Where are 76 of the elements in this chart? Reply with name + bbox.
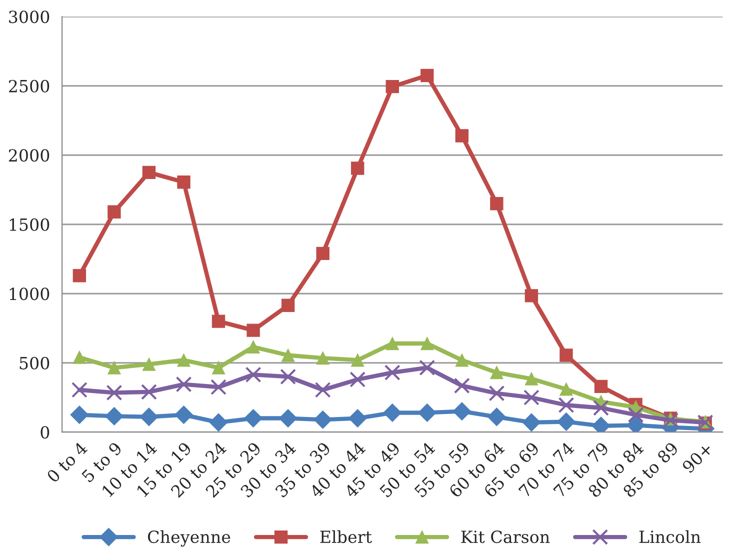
point: [490, 196, 504, 210]
point: [281, 348, 295, 362]
point: [351, 354, 364, 367]
point: [560, 348, 573, 362]
point: [383, 404, 402, 422]
point: [455, 354, 469, 367]
point: [316, 246, 330, 260]
point: [420, 336, 434, 350]
point: [140, 408, 158, 426]
point: [142, 358, 156, 371]
point: [558, 397, 574, 414]
point: [418, 404, 436, 422]
point: [142, 166, 156, 180]
point: [455, 129, 469, 142]
point: [488, 408, 506, 426]
point: [108, 361, 121, 374]
point: [557, 412, 576, 431]
point: [72, 269, 86, 282]
point: [593, 400, 609, 416]
point: [108, 205, 121, 219]
point: [350, 372, 366, 388]
point: [348, 409, 367, 428]
point: [524, 372, 538, 386]
point: [246, 340, 260, 354]
point: [281, 298, 295, 312]
point: [386, 336, 399, 350]
point: [177, 354, 190, 367]
y-tick-label: 0: [40, 426, 50, 439]
point: [384, 364, 400, 381]
x-tick-label: 90+: [681, 442, 714, 474]
point: [210, 379, 227, 396]
point: [278, 409, 298, 428]
legend-label: Kit Carson: [461, 530, 550, 544]
y-tick-label: 2000: [8, 149, 50, 162]
point: [314, 410, 332, 429]
point: [244, 409, 262, 428]
point: [419, 360, 436, 376]
legend-label: Cheyenne: [148, 530, 230, 547]
y-tick-label: 2500: [8, 80, 50, 92]
point: [72, 350, 86, 364]
point: [386, 80, 399, 94]
point: [523, 390, 540, 406]
legend-label: Elbert: [320, 530, 372, 544]
point: [420, 68, 434, 82]
point: [105, 407, 124, 426]
point: [351, 162, 364, 175]
point: [209, 413, 228, 432]
point: [212, 314, 226, 328]
point: [140, 384, 157, 400]
point: [70, 406, 89, 424]
point: [560, 382, 573, 396]
y-tick-label: 3000: [9, 10, 50, 24]
point: [174, 406, 193, 424]
point: [628, 406, 644, 423]
point: [524, 289, 538, 302]
point: [488, 385, 505, 402]
point: [316, 351, 330, 365]
point: [212, 361, 226, 374]
point: [106, 384, 122, 401]
y-tick-label: 1000: [10, 288, 50, 300]
point: [522, 413, 541, 432]
point: [626, 416, 645, 432]
point: [71, 382, 88, 398]
legend-label: Lincoln: [639, 530, 701, 544]
point: [454, 378, 470, 394]
point: [490, 366, 504, 380]
y-tick-label: 1500: [10, 218, 50, 231]
point: [246, 324, 260, 337]
point: [177, 176, 190, 189]
point: [594, 380, 608, 394]
point: [452, 402, 472, 421]
y-tick-label: 500: [20, 356, 50, 370]
point: [245, 366, 262, 383]
point: [280, 368, 296, 385]
point: [314, 382, 331, 398]
point: [176, 376, 192, 392]
